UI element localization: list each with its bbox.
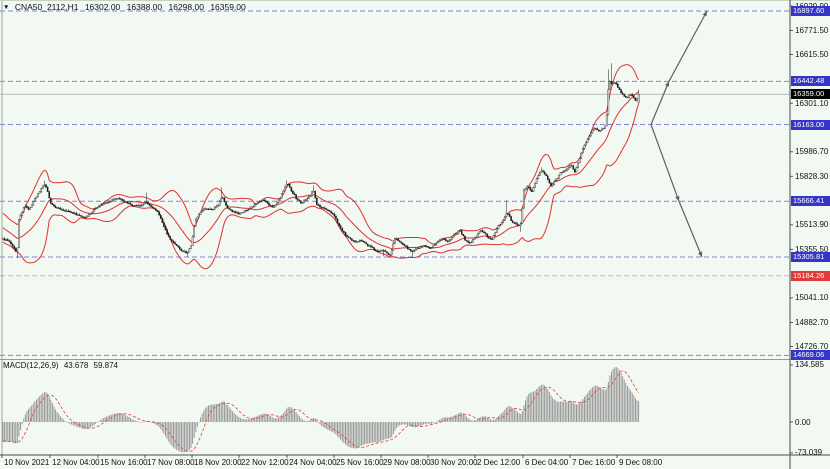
price-scale-label: 16301.10 bbox=[795, 98, 829, 108]
time-axis-label: 30 Nov 20:00 bbox=[430, 458, 478, 467]
time-axis-label: 15 Nov 16:00 bbox=[100, 458, 148, 467]
ohlc-close-value: 16359.00 bbox=[210, 2, 246, 12]
price-scale-label: 15986.70 bbox=[795, 147, 829, 157]
time-axis-label: 12 Nov 04:00 bbox=[52, 458, 100, 467]
time-axis-label: 2 Dec 12:00 bbox=[477, 458, 521, 467]
price-scale-label: 14882.70 bbox=[795, 317, 829, 327]
symbol-period-label: CNA50_2112,H1 bbox=[14, 2, 79, 12]
level-price-tag: 16442.48 bbox=[791, 76, 830, 87]
level-price-tag: 16897.60 bbox=[791, 5, 830, 16]
current-price-tag: 16359.00 bbox=[791, 89, 830, 100]
macd-indicator-name: MACD(12,26,9) bbox=[3, 361, 59, 370]
price-scale-label: 15355.50 bbox=[795, 244, 829, 254]
price-scale-label: 15041.10 bbox=[795, 293, 829, 303]
time-axis-label: 22 Nov 12:00 bbox=[241, 458, 289, 467]
macd-scale-label: -73.039 bbox=[795, 448, 823, 458]
level-price-tag: 16163.00 bbox=[791, 119, 830, 130]
macd-signal-value: 59.874 bbox=[93, 361, 118, 370]
price-scale-label: 15513.90 bbox=[795, 220, 829, 230]
time-axis-label: 10 Nov 2021 bbox=[4, 458, 50, 467]
level-price-tag: 15666.41 bbox=[791, 196, 830, 207]
macd-scale-label: 0.00 bbox=[795, 417, 811, 427]
price-scale-label: 16771.50 bbox=[795, 25, 829, 35]
level-price-tag: 15305.81 bbox=[791, 252, 830, 263]
price-scale-label: 16615.50 bbox=[795, 50, 829, 60]
chart-menu-arrow-icon[interactable]: ▼ bbox=[3, 4, 10, 11]
level-price-tag: 15184.26 bbox=[791, 270, 830, 281]
time-axis-label: 17 Nov 08:00 bbox=[147, 458, 195, 467]
macd-scale-label: 134.585 bbox=[795, 360, 824, 370]
price-scale-label: 14726.70 bbox=[795, 342, 829, 352]
time-axis-label: 6 Dec 04:00 bbox=[525, 458, 569, 467]
ohlc-low-value: 16298.00 bbox=[168, 2, 204, 12]
macd-indicator-label: MACD(12,26,9) 43.678 59.874 bbox=[3, 361, 121, 370]
level-price-tag: 14669.06 bbox=[791, 350, 830, 361]
macd-main-value: 43.678 bbox=[63, 361, 89, 370]
symbol-info-bar: ▼ CNA50_2112,H1 16302.00 16388.00 16298.… bbox=[3, 2, 250, 12]
time-axis-label: 18 Nov 20:00 bbox=[194, 458, 242, 467]
time-axis-label: 24 Nov 04:00 bbox=[289, 458, 337, 467]
time-axis-label: 9 Dec 08:00 bbox=[619, 458, 663, 467]
time-axis-label: 25 Nov 16:00 bbox=[336, 458, 384, 467]
ohlc-high-value: 16388.00 bbox=[126, 2, 163, 12]
ohlc-open-value: 16302.00 bbox=[84, 2, 121, 12]
time-axis-label: 29 Nov 08:00 bbox=[383, 458, 431, 467]
price-scale-label: 15828.30 bbox=[795, 171, 829, 181]
time-axis-label: 7 Dec 16:00 bbox=[572, 458, 616, 467]
